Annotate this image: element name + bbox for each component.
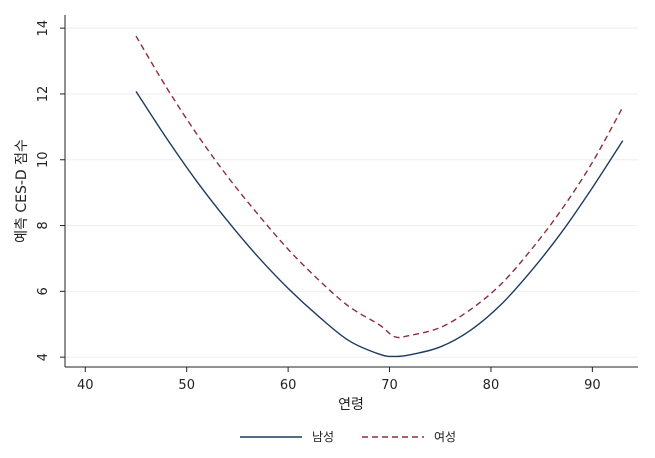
y-tick-label: 12 — [36, 86, 51, 103]
y-tick-label: 14 — [36, 20, 51, 37]
series-lines — [135, 35, 624, 358]
x-axis-ticks: 40 50 60 70 80 90 — [77, 367, 601, 393]
y-axis-title: 예측 CES-D 점수 — [14, 139, 30, 243]
y-axis-ticks: 4 6 8 10 12 14 — [36, 20, 65, 361]
y-tick-label: 6 — [36, 287, 51, 295]
x-tick-label: 90 — [584, 378, 601, 393]
x-tick-label: 40 — [77, 378, 94, 393]
x-tick-label: 80 — [483, 378, 500, 393]
series-line-1 — [135, 35, 624, 339]
x-tick-label: 70 — [381, 378, 398, 393]
legend: 남성 여성 — [240, 430, 456, 444]
series-line-0 — [135, 90, 624, 358]
legend-label-0: 남성 — [312, 430, 334, 444]
y-tick-label: 8 — [36, 221, 51, 229]
legend-label-1: 여성 — [434, 430, 456, 444]
x-tick-label: 60 — [280, 378, 297, 393]
x-tick-label: 50 — [178, 378, 195, 393]
y-tick-label: 10 — [36, 151, 51, 168]
x-axis-title: 연령 — [338, 397, 364, 413]
gridlines — [65, 27, 638, 358]
y-tick-label: 4 — [36, 353, 51, 361]
